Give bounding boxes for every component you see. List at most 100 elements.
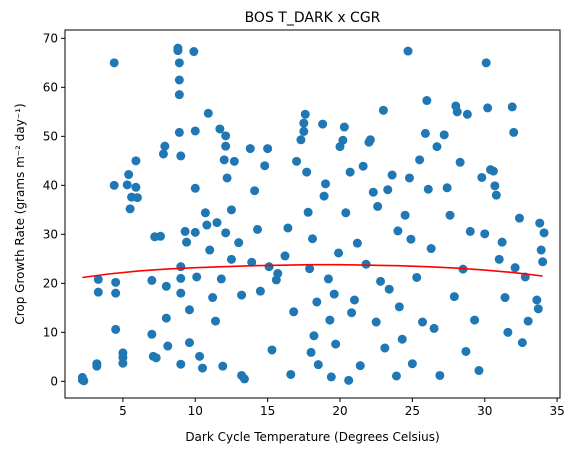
scatter-point [481,58,491,68]
scatter-point [131,182,141,192]
scatter-point [111,324,121,334]
scatter-point [326,372,336,382]
scatter-point [263,144,273,154]
scatter-point [176,273,186,283]
y-tick-label: 10 [43,325,58,339]
scatter-point [538,257,548,267]
scatter-point [184,305,194,315]
scatter-point [237,290,247,300]
scatter-point [313,360,323,370]
scatter-point [176,288,186,298]
scatter-point [200,208,210,218]
scatter-point [226,254,236,264]
scatter-point [412,272,422,282]
scatter-point [208,293,218,303]
scatter-point [394,302,404,312]
scatter-point [190,126,200,136]
scatter-point [373,201,383,211]
scatter-point [79,376,89,386]
scatter-point [391,371,401,381]
scatter-point [361,259,371,269]
scatter-point [435,370,445,380]
scatter-point [161,281,171,291]
scatter-point [420,128,430,138]
scatter-point [393,226,403,236]
scatter-point [267,345,277,355]
y-tick-label: 0 [50,374,58,388]
scatter-point [158,149,168,159]
scatter-point [303,207,313,217]
scatter-point [147,329,157,339]
scatter-point [312,297,322,307]
axis-ticks: 5 10 15 20 25 30 35 0 10 20 30 40 50 60 70 [43,31,565,418]
scatter-point [319,191,329,201]
scatter-point [477,172,487,182]
scatter-point [176,262,186,272]
y-tick-label: 70 [43,31,58,45]
scatter-point [532,295,542,305]
scatter-point [111,277,121,287]
fit-line-layer [82,263,543,279]
fit-curve [82,263,543,279]
scatter-point [380,343,390,353]
y-tick-label: 40 [43,178,58,192]
scatter-point [219,155,229,165]
scatter-point [368,187,378,197]
scatter-point [510,263,520,273]
scatter-point [189,47,199,57]
scatter-point [474,366,484,376]
scatter-point [490,181,500,191]
scatter-point [470,315,480,325]
scatter-point [334,248,344,258]
scatter-point [302,167,312,177]
scatter-point [352,238,362,248]
scatter-point [247,257,257,267]
scatter-point [503,327,513,337]
x-tick-label: 15 [260,404,275,418]
scatter-point [461,346,471,356]
scatter-point [533,304,543,314]
scatter-point [174,58,184,68]
scatter-point [92,359,102,369]
scatter-point [404,173,414,183]
scatter-point [250,186,260,196]
y-axis-title: Crop Growth Rate (grams m⁻² day⁻¹) [13,103,27,324]
scatter-point [376,276,386,286]
scatter-point [161,313,171,323]
scatter-point [226,205,236,215]
scatter-point [205,245,215,255]
scatter-point [202,220,212,230]
scatter-point [397,334,407,344]
scatter-point [306,347,316,357]
scatter-point [535,218,545,228]
scatter-point [118,358,128,368]
scatter-point [378,105,388,115]
scatter-point [221,228,231,238]
scatter-point [182,237,192,247]
scatter-point [345,167,355,177]
scatter-point [273,269,283,279]
scatter-point [426,244,436,254]
scatter-point [125,204,135,214]
scatter-point [309,331,319,341]
scatter-point [415,155,425,165]
scatter-point [509,127,519,137]
scatter-point [221,141,231,151]
scatter-point [147,275,157,285]
scatter-point [184,338,194,348]
scatter-point [173,46,183,56]
scatter-point [439,130,449,140]
scatter-point [462,109,472,119]
scatter-point [432,142,442,152]
scatter-point [195,351,205,361]
scatter-point [264,262,274,272]
scatter-point [494,254,504,264]
scatter-point [222,173,232,183]
scatter-point [406,234,416,244]
scatter-point [229,156,239,166]
scatter-point [403,46,413,56]
scatter-point [174,75,184,85]
scatter-point [483,103,493,113]
scatter-point [491,190,501,200]
scatter-point [163,341,173,351]
